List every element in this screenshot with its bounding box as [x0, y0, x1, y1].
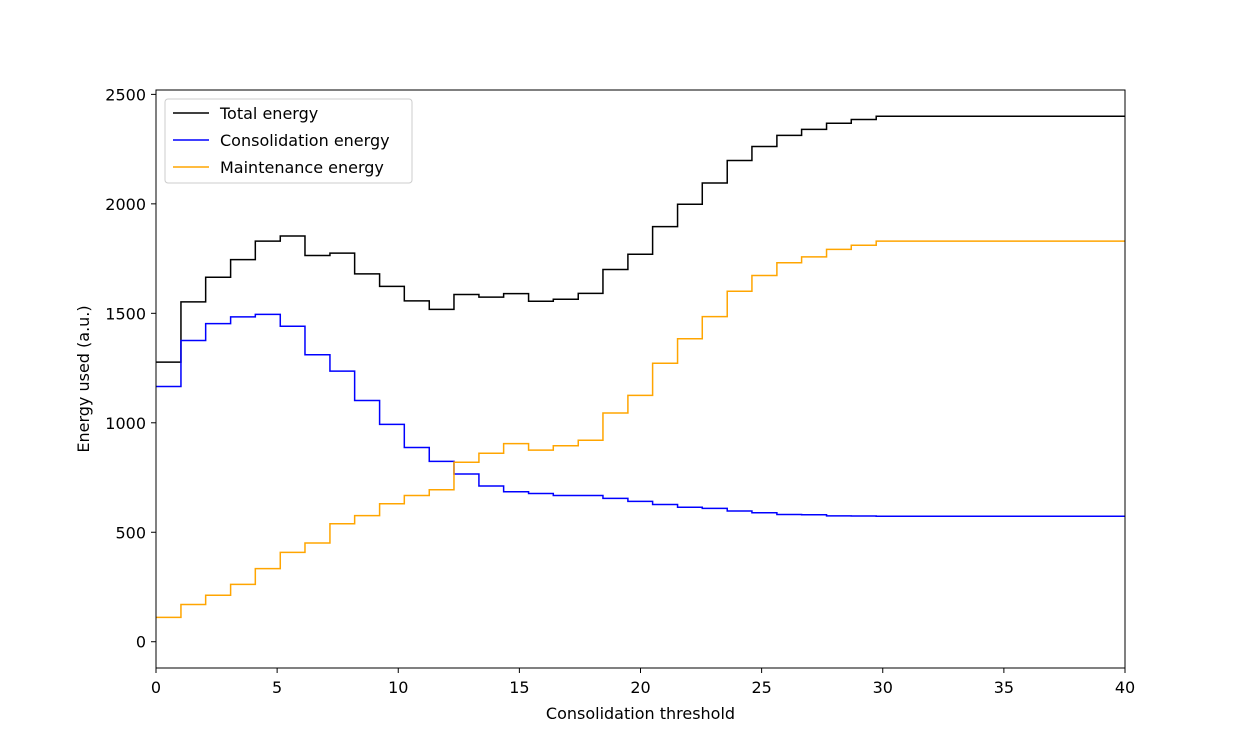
series-line-0	[156, 115, 1125, 363]
series-line-1	[156, 313, 1125, 518]
y-tick-label: 500	[115, 523, 146, 542]
y-axis: 0 500 1000 1500 2000 2500	[105, 85, 156, 652]
series-layer	[156, 115, 1125, 619]
x-axis-label: Consolidation threshold	[546, 704, 735, 723]
x-tick-label: 20	[630, 678, 650, 697]
legend-box	[164, 98, 413, 184]
y-tick-label: 1500	[105, 304, 146, 323]
x-tick-label: 15	[509, 678, 529, 697]
x-tick-label: 25	[751, 678, 771, 697]
x-tick-label: 5	[272, 678, 282, 697]
x-tick-label: 10	[388, 678, 408, 697]
y-tick-label: 0	[136, 633, 146, 652]
series-line-2	[156, 240, 1125, 619]
legend-label: Maintenance energy	[220, 158, 384, 177]
legend-entries: Total energy Consolidation energy Maintena…	[173, 104, 390, 177]
legend: Total energy Consolidation energy Maintena…	[164, 98, 413, 184]
y-tick-label: 2500	[105, 85, 146, 104]
x-axis: 0 5 10 15 20 25 30 35 40	[151, 668, 1135, 697]
legend-label: Consolidation energy	[220, 131, 390, 150]
x-tick-label: 40	[1115, 678, 1135, 697]
x-tick-label: 30	[873, 678, 893, 697]
y-tick-label: 1000	[105, 414, 146, 433]
x-tick-label: 0	[151, 678, 161, 697]
y-tick-label: 2000	[105, 195, 146, 214]
y-axis-label: Energy used (a.u.)	[74, 305, 93, 452]
x-tick-label: 35	[994, 678, 1014, 697]
legend-label: Total energy	[219, 104, 318, 123]
